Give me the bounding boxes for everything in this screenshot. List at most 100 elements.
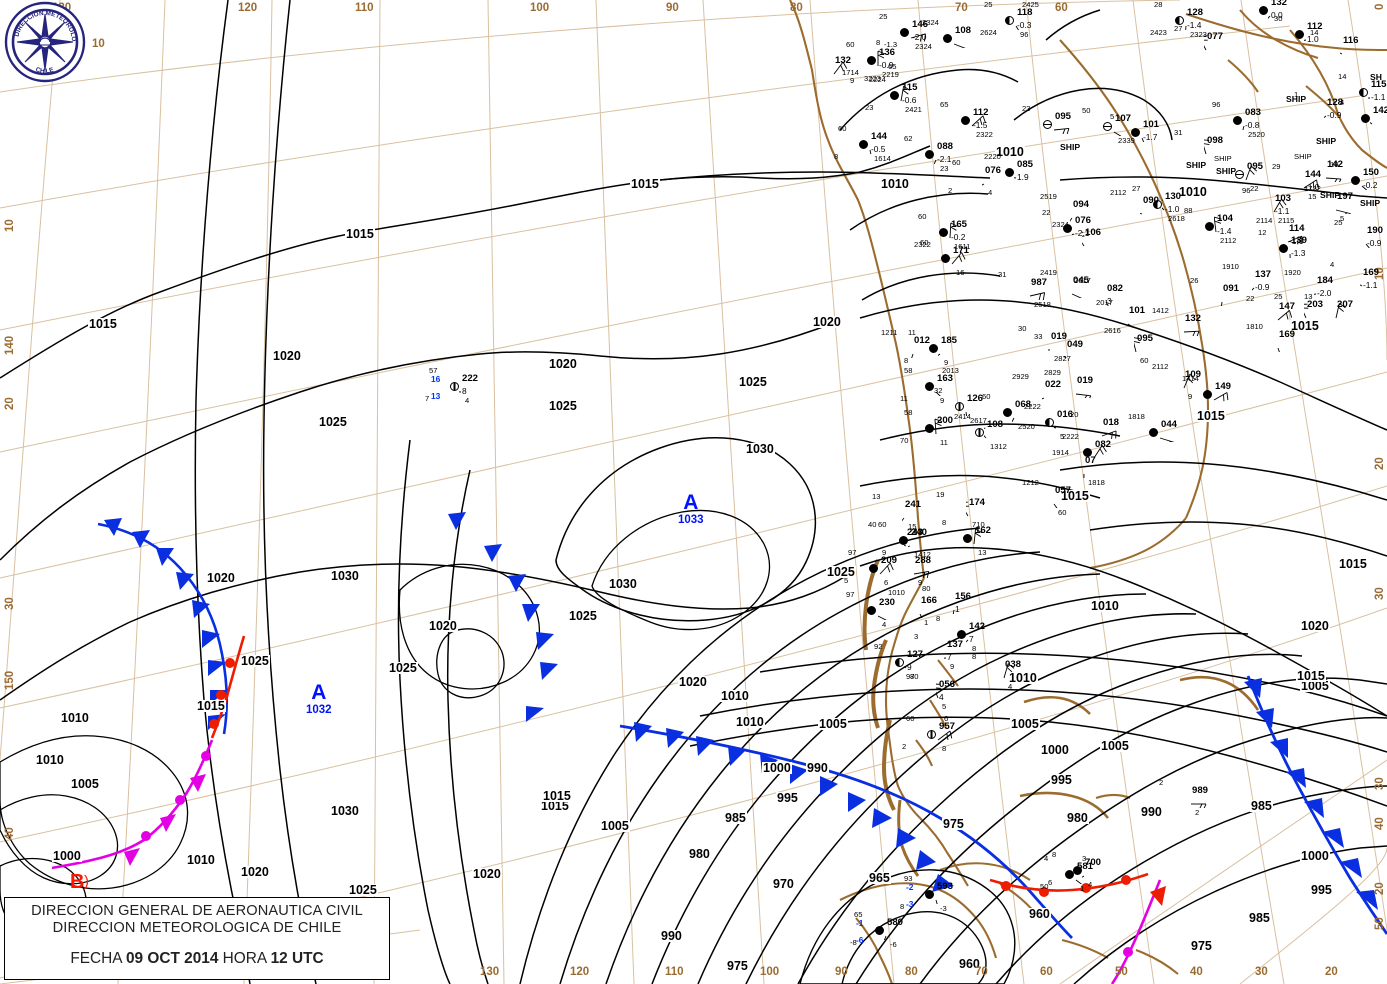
wind-barb-icon: [1140, 208, 1143, 215]
cloud-cover-icon: [943, 34, 952, 43]
wind-barb-icon: [1183, 330, 1200, 336]
grid-label-right-30-4: 30: [1374, 777, 1386, 790]
station-pressure-tendency: -0.9: [1327, 110, 1342, 120]
wind-barb-icon: [869, 149, 874, 154]
cloud-cover-icon: [1045, 418, 1054, 427]
wind-barb-icon: [1071, 293, 1086, 298]
station-pressure-tendency: -0.8: [1245, 120, 1260, 130]
station-aux-group: 27: [1132, 184, 1141, 193]
wind-barb-icon: [1075, 393, 1092, 398]
station-aux-group: 40: [868, 520, 877, 529]
grid-label-bottom-100-3: 100: [760, 966, 780, 978]
station-pressure: 090: [1143, 195, 1160, 206]
isobar-label-1005-66: 1005: [600, 819, 630, 833]
station-aux-group: 2: [948, 186, 953, 195]
station-pressure: 103: [1275, 193, 1292, 204]
station-temperature: 16: [431, 374, 441, 384]
cloud-cover-icon: [1083, 448, 1092, 457]
station-pressure: 169: [1363, 267, 1380, 278]
station-aux-group: 2624: [980, 28, 997, 37]
station-aux-group: 14: [1310, 28, 1319, 37]
station-pressure: 019: [1077, 375, 1094, 386]
wind-barb-icon: [904, 539, 907, 547]
station-pressure: 241: [905, 499, 922, 510]
wind-barb-icon: [1053, 127, 1070, 134]
grid-label-right-40-5: 40: [1374, 817, 1386, 830]
wind-barb-icon: [919, 613, 927, 618]
station-pressure: 108: [987, 419, 1004, 430]
station-pressure: 169: [1279, 329, 1296, 340]
station-aux-group: SHIP: [1294, 152, 1312, 161]
wind-barb-icon: [1303, 179, 1319, 189]
wind-barb-icon: [1242, 125, 1245, 130]
wind-barb-icon: [1012, 417, 1015, 422]
station-aux-group: 2829: [1044, 368, 1061, 377]
grid-label-left-40-5: 40: [4, 827, 16, 840]
station-pressure: 171: [953, 245, 970, 256]
isobar-label-965-48: 965: [868, 871, 891, 885]
occluded-front-west: [51, 739, 214, 870]
wind-barb-icon: [1289, 253, 1291, 258]
cloud-cover-icon: [875, 926, 884, 935]
station-aux-group: 2017: [1096, 298, 1113, 307]
cloud-cover-icon: [1065, 870, 1074, 879]
station-pressure: 049: [1067, 339, 1084, 350]
wind-barb-icon: [1082, 231, 1085, 247]
station-aux-group: 50: [1082, 106, 1091, 115]
station-pressure: 128: [1327, 97, 1344, 108]
station-aux-group: 1714: [842, 68, 859, 77]
cloud-cover-icon: [1043, 120, 1052, 129]
station-pressure: 957: [939, 721, 956, 732]
station-aux-group: 14: [1338, 72, 1347, 81]
station-pressure: 144: [1305, 169, 1322, 180]
station-aux-group: 70: [900, 436, 909, 445]
station-aux-group: 2323: [1190, 30, 1207, 39]
grid-label-bottom-90-4: 90: [835, 966, 848, 978]
isobar-label-1025-17: 1025: [826, 565, 856, 579]
station-aux-group: 15: [908, 522, 917, 531]
grid-label-interior-10: 10: [92, 38, 105, 50]
station-pressure: 116: [1343, 35, 1359, 46]
station-pressure-tendency: -0.3: [1017, 20, 1032, 30]
time-prefix: HORA: [222, 950, 267, 967]
station-aux-group: 2114: [1256, 216, 1273, 225]
station-aux-group: 1818: [1128, 412, 1145, 421]
station-pressure: 038: [1005, 659, 1022, 670]
wind-barb-icon: [1127, 323, 1141, 328]
cold-front-central: [448, 512, 558, 722]
isobar-label-1020-3: 1020: [272, 349, 302, 363]
station-pressure: 700: [1085, 857, 1102, 868]
station-pressure: 076: [985, 165, 1002, 176]
cloud-cover-icon: [1131, 128, 1140, 137]
station-aux-group: 9: [940, 396, 945, 405]
station-pressure-tendency: 0.0: [1271, 10, 1283, 20]
grid-label-top-60-7: 60: [1055, 2, 1068, 14]
isobar-label-985-38: 985: [1250, 799, 1273, 813]
station-pressure: 190: [1367, 225, 1384, 236]
station-pressure: 209: [881, 555, 898, 566]
station-aux-group: 22: [1246, 294, 1255, 303]
station-aux-group: 22: [1042, 208, 1051, 217]
station-pressure: 022: [1045, 379, 1062, 390]
station-pressure: 101: [1143, 119, 1160, 130]
station-aux-group: 16: [956, 268, 965, 277]
wind-barb-icon: [1314, 293, 1317, 297]
station-pressure: 288: [915, 555, 932, 566]
station-pressure: 109: [1185, 369, 1202, 380]
wind-barb-icon: [459, 390, 462, 393]
isobar-label-1025-23: 1025: [348, 883, 378, 897]
station-aux-group: SHIP: [1214, 154, 1232, 163]
station-aux-group: 30: [1274, 14, 1283, 23]
cloud-cover-icon: [890, 91, 899, 100]
station-aux-group: 1614: [874, 154, 891, 163]
station-pressure: 185: [941, 335, 958, 346]
station-pressure: 142: [969, 621, 986, 632]
cloud-cover-icon: [929, 344, 938, 353]
station-aux-group: 28: [1154, 0, 1163, 9]
grid-label-right-0-0: 0: [1374, 3, 1386, 10]
wind-barb-icon: [1340, 47, 1343, 55]
isobar-label-980-45: 980: [688, 847, 711, 861]
wind-barb-icon: [973, 528, 983, 545]
station-aux-group: 8: [900, 902, 905, 911]
wind-barb-icon: [1213, 392, 1229, 402]
